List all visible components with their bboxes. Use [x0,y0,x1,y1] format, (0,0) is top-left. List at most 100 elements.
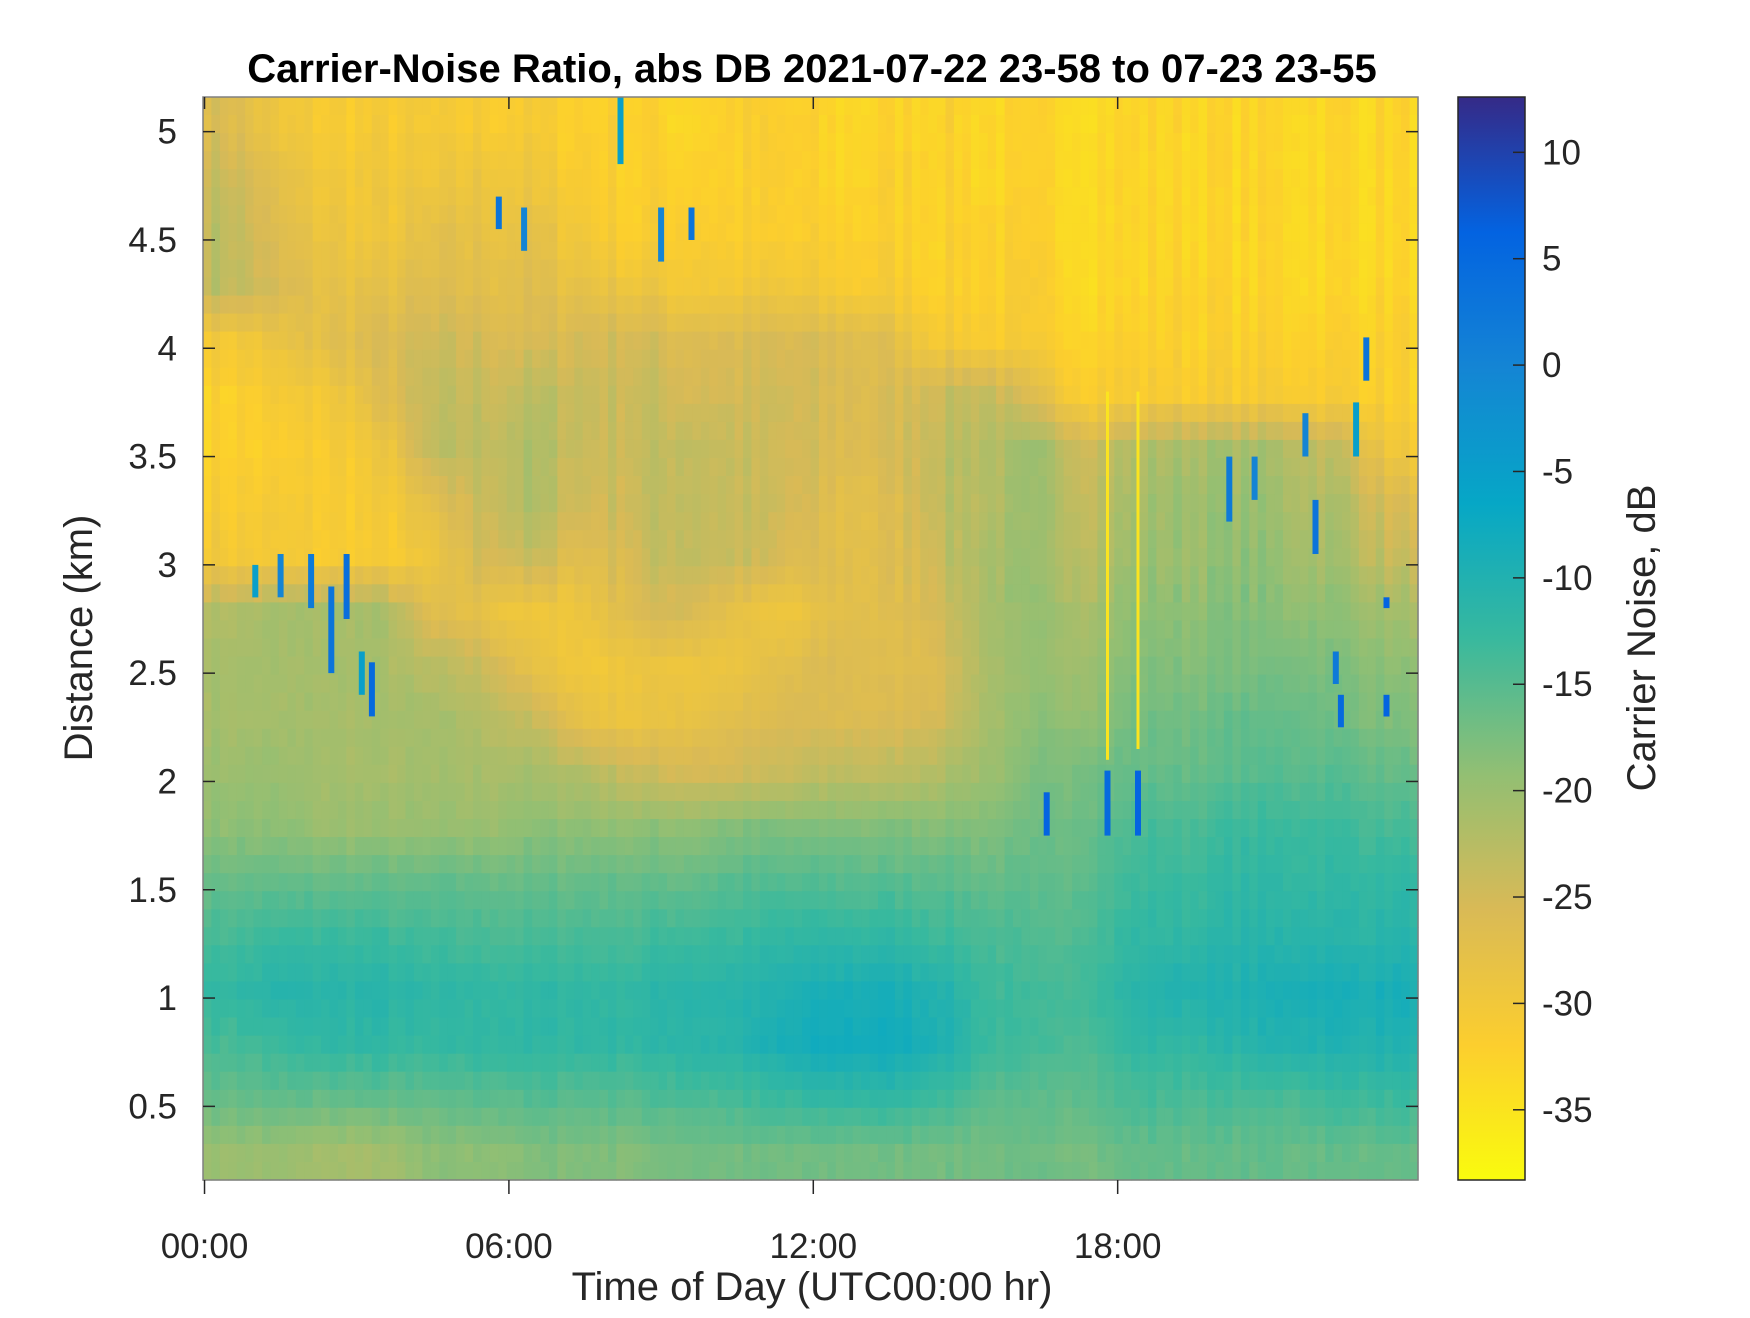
heatmap-cell [827,620,837,640]
heatmap-cell [599,313,609,333]
heatmap-cell [953,530,963,549]
heatmap-cell [1013,295,1022,315]
heatmap-cell [574,566,584,585]
heatmap-cell [1350,115,1360,134]
heatmap-cell [321,620,331,640]
heatmap-cell [1055,638,1065,658]
heatmap-cell [245,638,255,658]
heatmap-cell [548,241,558,260]
heatmap-cell [1029,151,1039,170]
heatmap-cell [481,494,491,513]
heatmap-cell [203,151,212,170]
heatmap-cell [523,674,533,694]
heatmap-cell [953,277,963,297]
heatmap-cell [945,259,955,279]
heatmap-cell [1283,367,1292,387]
heatmap-cell [1240,439,1250,459]
heatmap-cell [1164,439,1174,459]
heatmap-cell [810,187,820,206]
heatmap-cell [1198,169,1208,188]
heatmap-cell [785,548,795,567]
heatmap-cell [861,566,871,585]
heatmap-cell [278,133,288,152]
heatmap-cell [354,187,364,206]
heatmap-cell [1072,115,1082,134]
heatmap-cell [1207,151,1217,170]
heatmap-cell [1122,97,1132,116]
heatmap-cell [1072,421,1082,441]
heatmap-cell [1013,512,1022,531]
heatmap-cell [726,584,736,603]
heatmap-cell [1367,223,1377,242]
heatmap-cell [456,115,466,134]
heatmap-cell [903,530,913,549]
heatmap-cell [270,620,280,640]
heatmap-cell [768,151,778,170]
heatmap-cell [1181,223,1191,242]
heatmap-cell [1215,277,1225,297]
heatmap-cell [734,476,744,495]
heatmap-cell [700,367,710,387]
heatmap-cell [219,331,229,351]
heatmap-cell [683,223,693,242]
heatmap-cell [802,187,812,206]
heatmap-cell [785,674,795,694]
heatmap-cell [1181,548,1191,567]
heatmap-cell [236,385,246,405]
heatmap-cell [380,602,390,622]
heatmap-cell [700,277,710,297]
heatmap-cell [768,295,778,315]
heatmap-cell [726,403,736,423]
heatmap-cell [861,313,871,333]
heatmap-cell [203,313,212,333]
heatmap-cell [287,241,297,260]
heatmap-cell [920,566,930,585]
heatmap-cell [405,151,415,170]
heatmap-cell [1088,277,1098,297]
heatmap-cell [1055,512,1065,531]
heatmap-cell [582,223,592,242]
heatmap-cell [439,638,449,658]
heatmap-cell [456,367,466,387]
heatmap-cell [1350,494,1360,513]
heatmap-cell [1198,512,1208,531]
heatmap-cell [894,259,904,279]
heatmap-cell [894,367,904,387]
heatmap-cell [1164,277,1174,297]
heatmap-cell [278,638,288,658]
heatmap-cell [262,205,272,224]
heatmap-cell [532,439,542,459]
heatmap-cell [1384,439,1394,459]
heatmap-cell [624,133,634,152]
heatmap-cell [1105,602,1115,622]
heatmap-cell [869,205,879,224]
heatmap-cell [515,241,525,260]
heatmap-cell [515,458,525,477]
heatmap-cell [793,385,803,405]
heatmap-cell [430,223,440,242]
heatmap-cell [793,97,803,116]
heatmap-cell [751,584,761,603]
heatmap-cell [397,530,407,549]
heatmap-cell [523,439,533,459]
heatmap-cell [1342,494,1352,513]
heatmap-cell [1291,223,1301,242]
heatmap-cell [304,313,314,333]
heatmap-cell [1013,548,1022,567]
heatmap-cell [439,656,449,676]
heatmap-cell [473,584,482,603]
heatmap-cell [321,439,331,459]
heatmap-cell [574,403,584,423]
heatmap-cell [1055,223,1065,242]
heatmap-cell [835,277,845,297]
heatmap-cell [1367,458,1377,477]
heatmap-cell [1232,439,1242,459]
heatmap-cell [548,584,558,603]
heatmap-cell [1367,205,1377,224]
heatmap-cell [700,241,710,260]
heatmap-cell [346,458,356,477]
heatmap-cell [278,187,288,206]
heatmap-cell [953,692,963,712]
heatmap-cell [818,602,828,622]
heatmap-cell [1257,97,1267,116]
